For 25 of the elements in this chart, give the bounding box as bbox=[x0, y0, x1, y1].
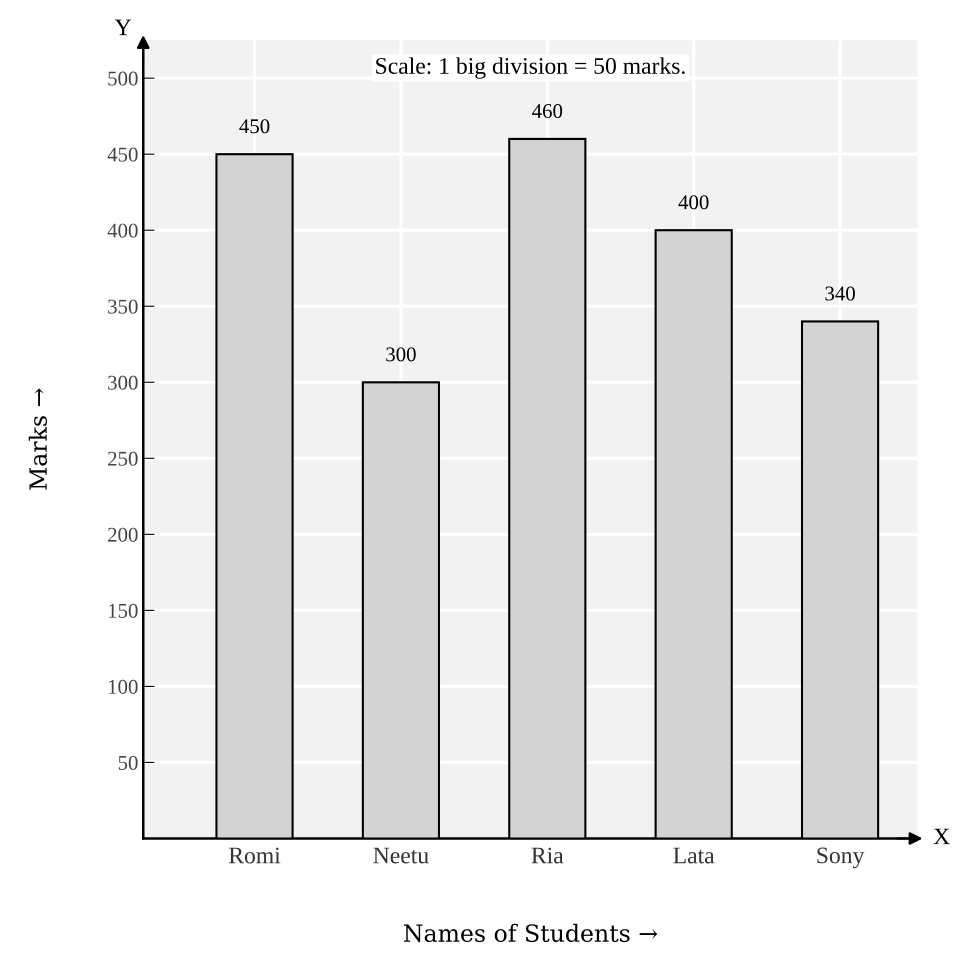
text: Y bbox=[114, 20, 132, 36]
x-tick-label: Neetu bbox=[373, 848, 429, 864]
y-tick-label: 250 bbox=[108, 452, 138, 466]
x-axis-title: Names of Students → bbox=[404, 924, 658, 942]
data-label: 340 bbox=[825, 286, 855, 301]
x-tick-label: Sony bbox=[817, 848, 864, 868]
x-tick-label: Romi bbox=[228, 848, 280, 864]
y-tick-label: 50 bbox=[118, 756, 138, 770]
y-tick-label: 500 bbox=[108, 72, 138, 86]
y-tick-label: 400 bbox=[108, 224, 138, 238]
y-tick-label: 200 bbox=[108, 528, 138, 542]
y-tick-label: 300 bbox=[108, 376, 138, 390]
y-axis-title: Marks → bbox=[28, 388, 48, 490]
y-tick-label: 350 bbox=[108, 300, 138, 314]
data-label: 300 bbox=[386, 347, 416, 362]
y-tick-label: 100 bbox=[108, 680, 138, 694]
data-label: 460 bbox=[532, 104, 562, 118]
x-tick-label: Ria bbox=[532, 848, 564, 864]
data-label: 400 bbox=[678, 195, 709, 210]
text: X bbox=[934, 828, 950, 844]
annotation: Scale: 1 big division = 50 marks. bbox=[376, 57, 685, 79]
y-tick-label: 150 bbox=[108, 604, 138, 618]
y-tick-label: 450 bbox=[108, 148, 138, 162]
x-tick-label: Lata bbox=[673, 848, 714, 864]
data-label: 450 bbox=[239, 119, 270, 134]
